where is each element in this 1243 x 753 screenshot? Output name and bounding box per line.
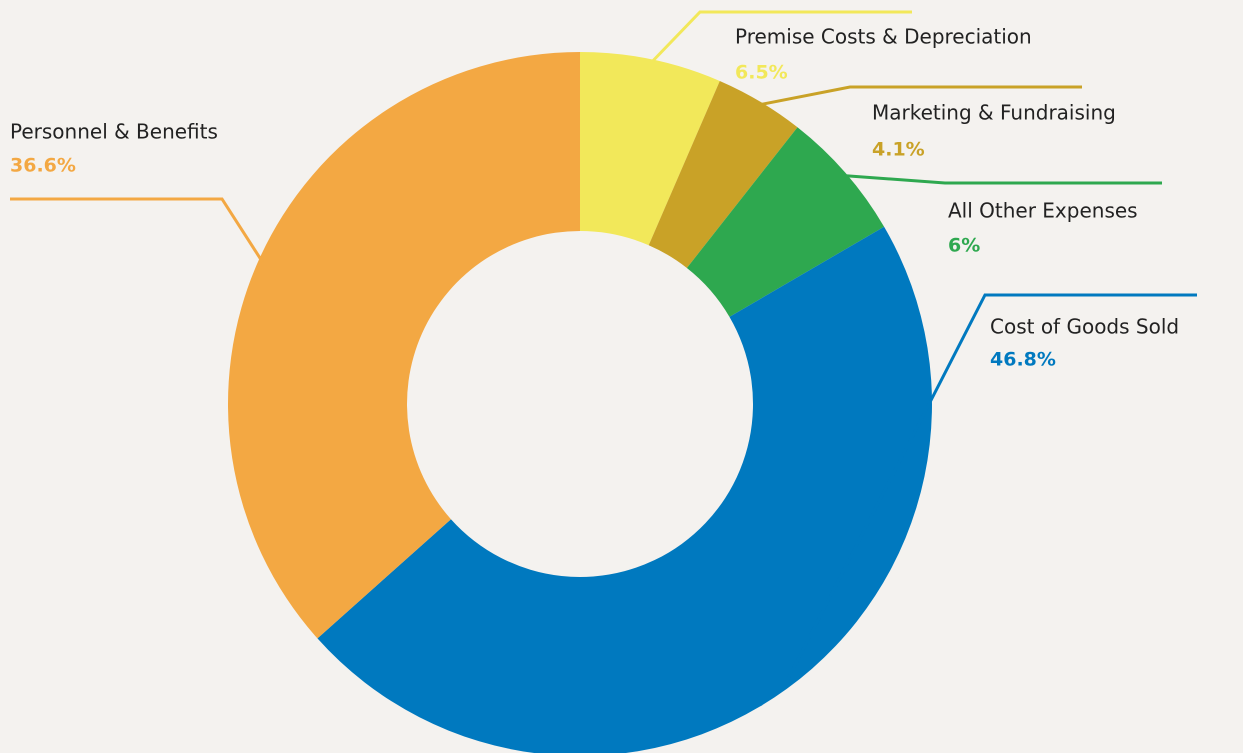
category-label: Cost of Goods Sold xyxy=(990,315,1179,339)
value-label: 46.8% xyxy=(990,349,1056,371)
donut-segment xyxy=(228,52,580,639)
value-label: 6% xyxy=(948,235,980,257)
donut-segment xyxy=(686,127,885,317)
category-label: Marketing & Fundraising xyxy=(872,101,1116,125)
leader-line xyxy=(783,293,1197,687)
category-label: All Other Expenses xyxy=(948,199,1138,223)
leader-line xyxy=(842,174,1162,185)
donut-segment xyxy=(580,52,720,246)
category-label: Personnel & Benefits xyxy=(10,120,218,144)
donut-segment xyxy=(648,80,798,268)
leader-line xyxy=(757,85,1082,107)
leader-line xyxy=(10,197,264,263)
value-label: 36.6% xyxy=(10,155,76,177)
donut-segment xyxy=(317,226,932,753)
category-label: Premise Costs & Depreciation xyxy=(735,25,1032,49)
value-label: 4.1% xyxy=(872,139,925,161)
leader-line xyxy=(649,10,912,65)
value-label: 6.5% xyxy=(735,62,788,84)
